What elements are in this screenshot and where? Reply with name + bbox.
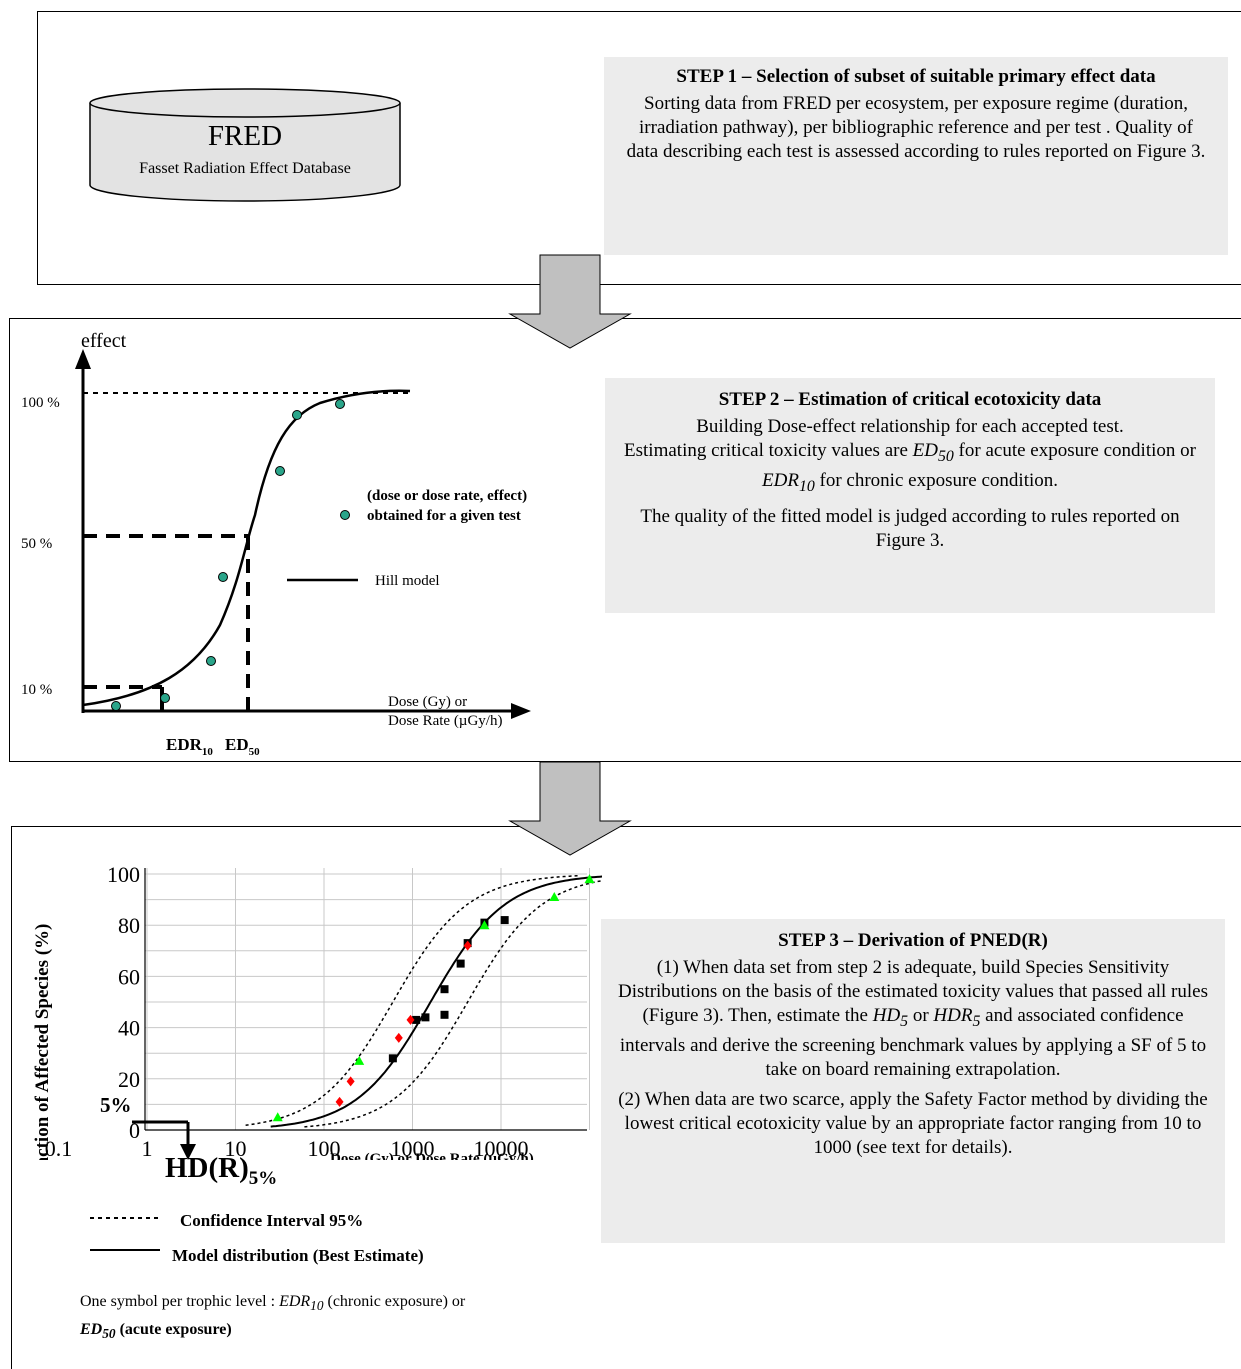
ssd-y-tick-label: 80	[118, 913, 140, 938]
ssd-y-axis-title: Fraction of Affected Species (%)	[32, 924, 53, 1160]
ssd-plot-area	[145, 868, 587, 1130]
ssd-point-triangle	[272, 1112, 283, 1122]
step2-line3: The quality of the fitted model is judge…	[640, 505, 1180, 551]
ssd-y-tick-label: 40	[118, 1016, 140, 1041]
hill-model-curve	[82, 389, 411, 707]
step2-box: STEP 2 – Estimation of critical ecotoxic…	[605, 378, 1215, 613]
effect-label: effect	[81, 330, 127, 352]
dose-effect-point	[218, 572, 228, 582]
step3-box: STEP 3 – Derivation of PNED(R) (1) When …	[601, 919, 1225, 1243]
legend-hill-label: Hill model	[375, 573, 440, 589]
ci-upper-curve	[304, 879, 602, 1128]
ssd-x-tick-label: 100	[308, 1136, 341, 1160]
ssd-point-square	[421, 1013, 430, 1022]
legend-ci-label: Confidence Interval 95%	[180, 1211, 364, 1230]
legend-points-1: (dose or dose rate, effect)	[367, 488, 527, 504]
dose-effect-points	[111, 399, 350, 711]
step1-box: STEP 1 – Selection of subset of suitable…	[604, 57, 1228, 255]
edr10-label: EDR10	[166, 735, 213, 755]
ssd-curves	[245, 874, 602, 1128]
flow-arrow-2	[508, 761, 632, 856]
ssd-x-tick-label: 1000	[391, 1136, 435, 1160]
ssd-point-diamond	[335, 1096, 344, 1107]
step1-title: STEP 1 – Selection of subset of suitable…	[676, 66, 1156, 87]
hd5-label: HD(R)5%	[165, 1152, 278, 1189]
flow-arrow-1	[508, 254, 632, 349]
ssd-point-square	[388, 1054, 397, 1063]
best-estimate-curve	[270, 875, 602, 1128]
ssd-x-axis-title: Dose (Gy) or Dose Rate (µGy/h)	[330, 1151, 534, 1160]
step3-para1: (1) When data set from step 2 is adequat…	[618, 957, 1208, 1080]
trophic-note: One symbol per trophic level : EDR10 (ch…	[80, 1293, 466, 1342]
ssd-point-square	[440, 985, 449, 994]
step3-para2: (2) When data are two scarce, apply the …	[618, 1088, 1208, 1158]
ssd-point-square	[456, 959, 465, 968]
database-name: FRED	[207, 120, 283, 152]
ssd-x-tick-label: 1	[142, 1136, 153, 1160]
ssd-y-tick-label: 20	[118, 1067, 140, 1092]
dose-effect-diagram: effect 100 % 50 % 10 % Dose (Gy) or Dose…	[21, 330, 531, 755]
ssd-point-square	[500, 916, 509, 925]
legend-point-marker	[340, 510, 350, 520]
hd5-arrow	[180, 1144, 196, 1160]
dose-effect-point	[292, 410, 302, 420]
tick-100pct: 100 %	[21, 395, 60, 411]
x-axis-label-1: Dose (Gy) or	[388, 694, 467, 710]
step3-title: STEP 3 – Derivation of PNED(R)	[778, 930, 1048, 951]
tick-10pct: 10 %	[21, 682, 52, 698]
ssd-point-triangle	[584, 874, 595, 884]
ci-lower-curve	[245, 874, 581, 1126]
tick-50pct: 50 %	[21, 536, 52, 552]
ed50-label: ED50	[225, 735, 260, 755]
ssd-point-diamond	[394, 1032, 403, 1043]
dose-effect-point	[275, 466, 285, 476]
ssd-y-tick-label: 60	[118, 964, 140, 989]
ssd-x-tick-label: 10	[225, 1136, 247, 1160]
x-axis-label-2: Dose Rate (µGy/h)	[388, 713, 502, 729]
ssd-point-square	[440, 1010, 449, 1019]
ssd-point-triangle	[549, 892, 560, 902]
legend-points-2: obtained for a given test	[367, 508, 521, 524]
ssd-y-tick-label: 0	[129, 1118, 140, 1143]
ssd-point-diamond	[346, 1076, 355, 1087]
ssd-point-square	[412, 1015, 421, 1024]
ssd-legend	[90, 1217, 160, 1251]
dose-effect-point	[335, 399, 345, 409]
y-axis-arrow	[75, 349, 91, 369]
ssd-points	[272, 874, 595, 1122]
legend-model-label: Model distribution (Best Estimate)	[172, 1246, 424, 1265]
dose-effect-point	[206, 656, 216, 666]
x-axis-arrow	[511, 703, 531, 719]
ssd-point-diamond	[463, 940, 472, 951]
ssd-point-triangle	[479, 920, 490, 930]
ssd-chart: Fraction of Affected Species (%) 0 20 40 60…	[32, 862, 602, 1160]
dose-effect-point	[160, 693, 170, 703]
step2-line2: Estimating critical toxicity values are …	[624, 440, 1196, 495]
ssd-x-tick-label: 10000	[474, 1136, 529, 1160]
database-subtitle: Fasset Radiation Effect Database	[139, 160, 351, 177]
five-pct-label: 5%	[100, 1093, 132, 1117]
ssd-point-triangle	[354, 1055, 365, 1065]
dose-effect-point	[111, 701, 121, 711]
fred-database-icon	[89, 88, 401, 202]
ssd-y-tick-label: 100	[107, 862, 140, 887]
step1-body: Sorting data from FRED per ecosystem, pe…	[626, 93, 1206, 162]
step2-line1: Building Dose-effect relationship for ea…	[696, 416, 1124, 437]
ssd-tick-labels: 0 20 40 60 80 100 0.1 1 10 100 1000 10000	[45, 862, 529, 1160]
ssd-x-tick-label: 0.1	[45, 1136, 73, 1160]
step2-title: STEP 2 – Estimation of critical ecotoxic…	[718, 389, 1102, 410]
